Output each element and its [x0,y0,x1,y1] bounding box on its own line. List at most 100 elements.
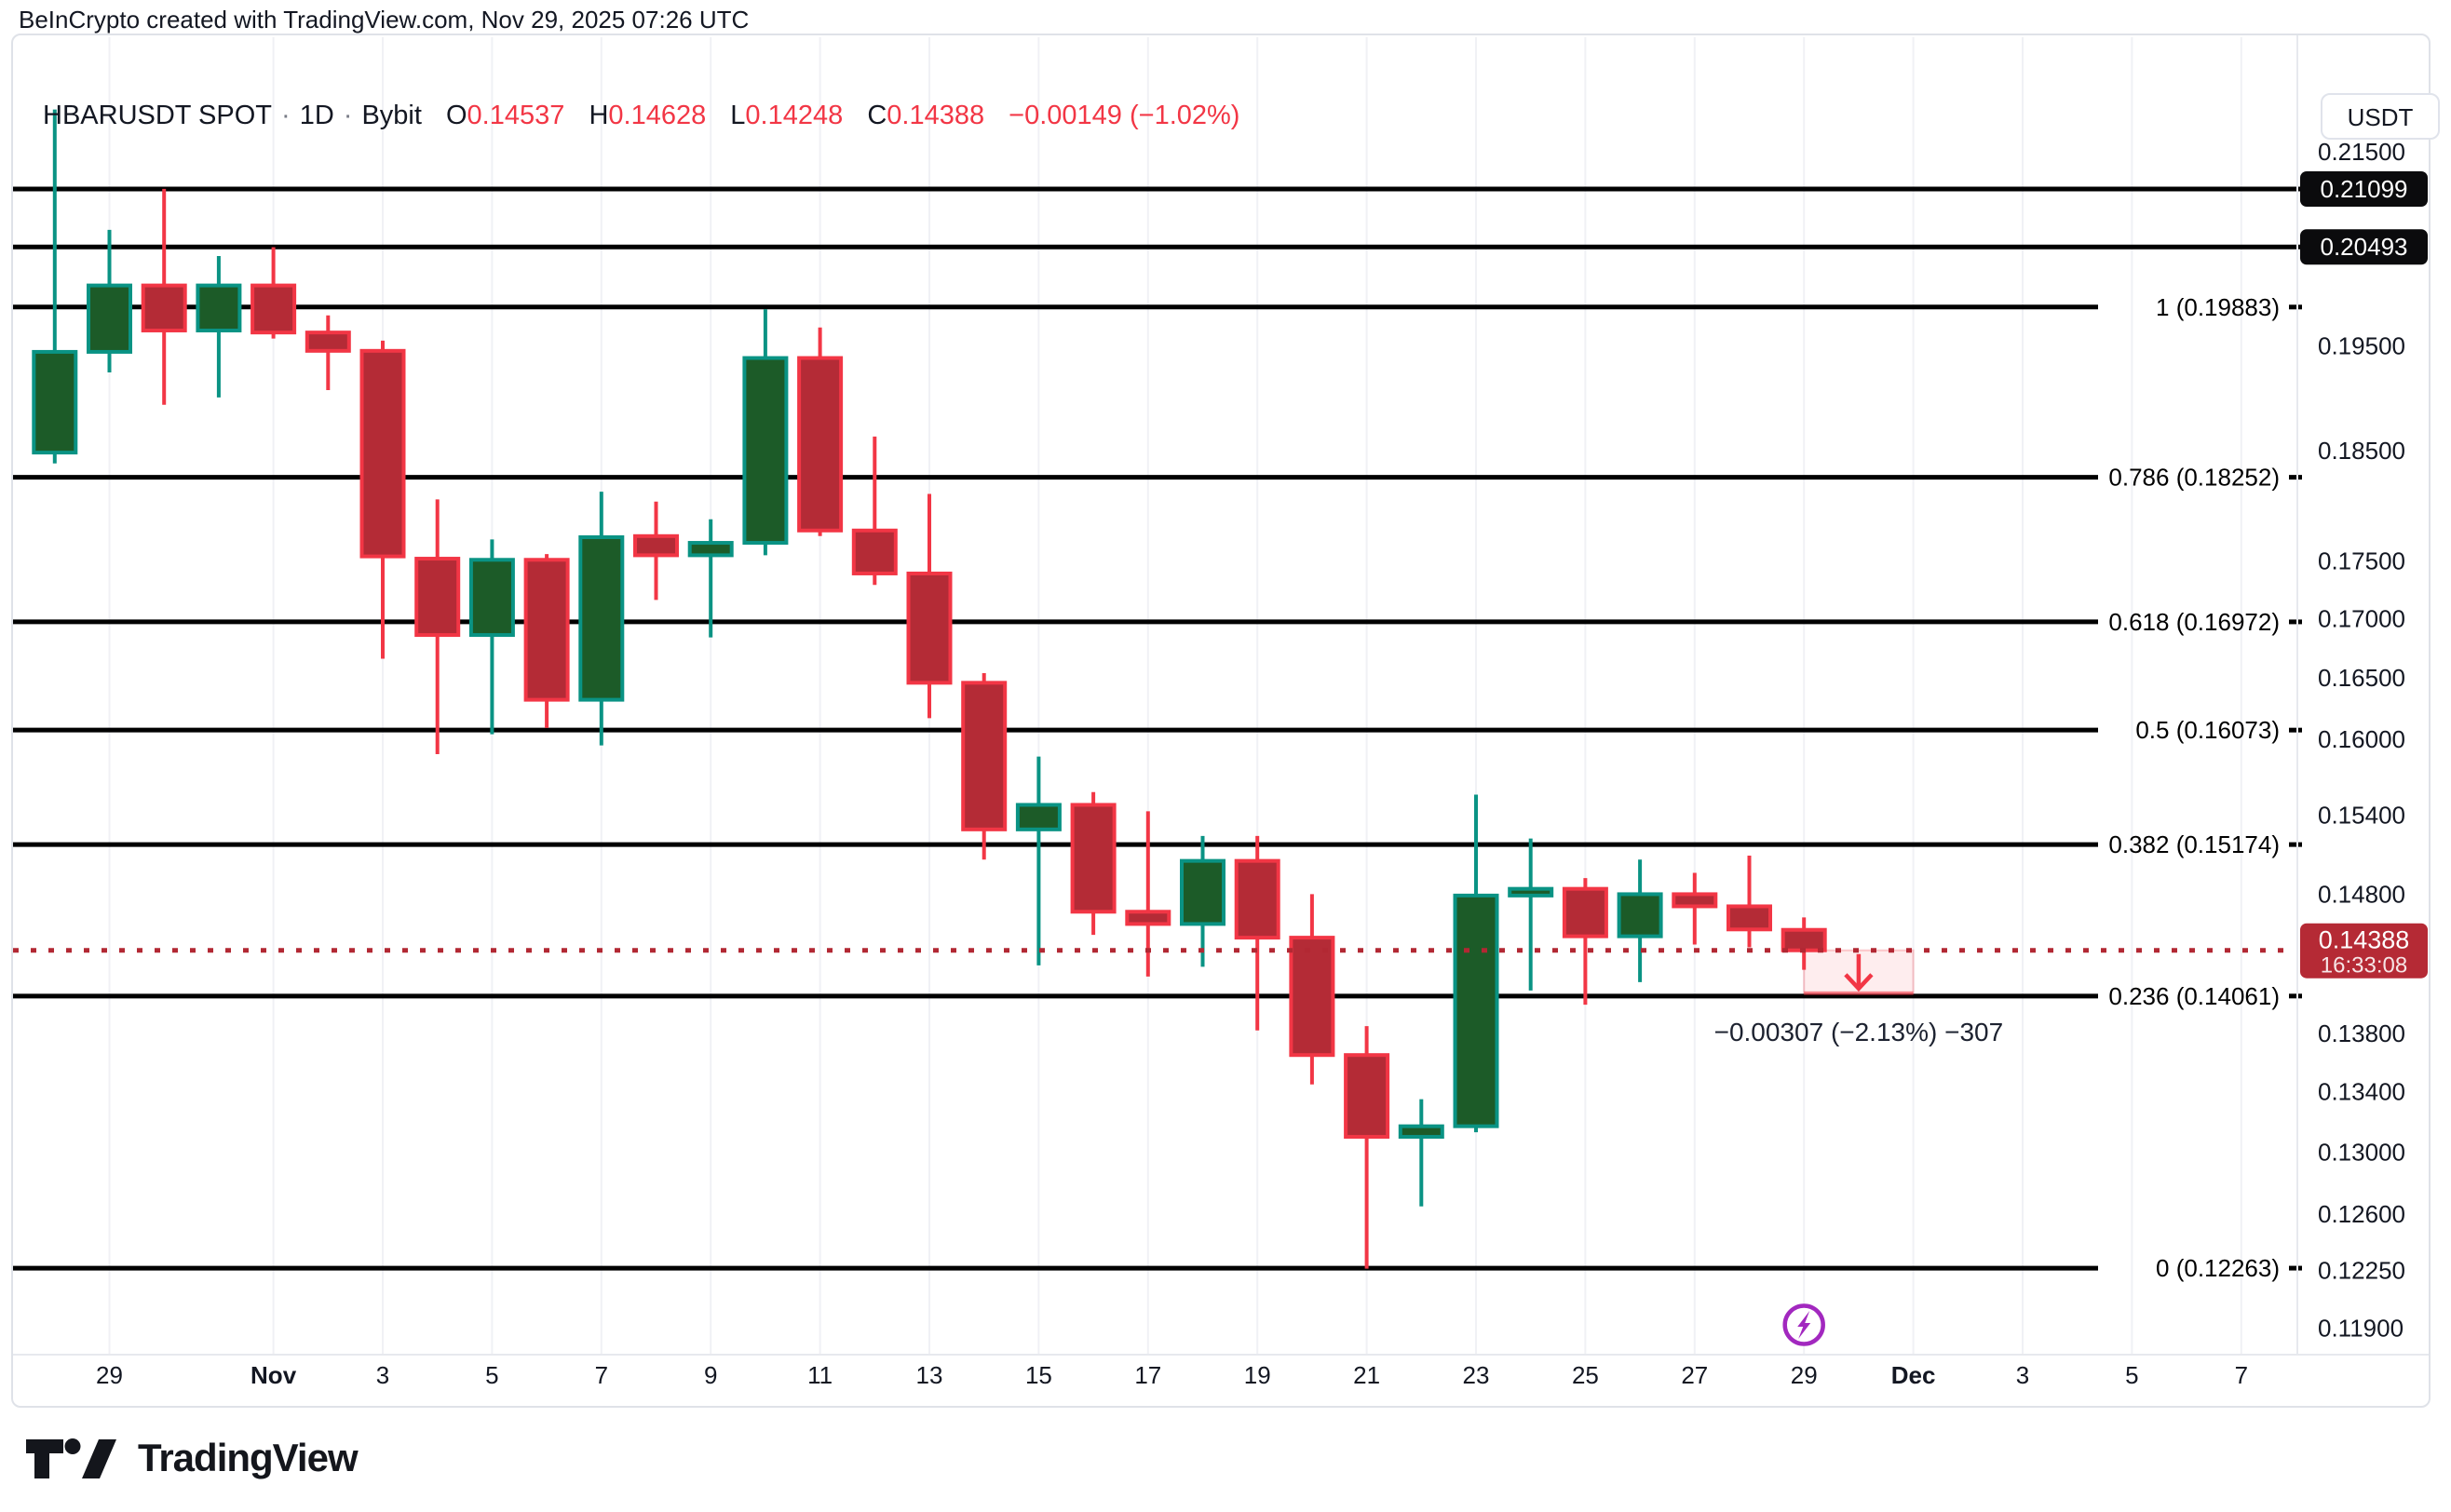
price-axis-label[interactable]: 0.12600 [2318,1200,2405,1228]
date-axis-label[interactable]: 3 [376,1361,389,1389]
candle-body [851,528,898,575]
candle-body [1508,886,1554,898]
candle[interactable] [1617,859,1663,982]
price-axis-label[interactable]: 0.15400 [2318,802,2405,830]
date-axis-label[interactable]: 7 [595,1361,608,1389]
candle[interactable] [196,255,242,398]
tradingview-logo-icon [26,1438,116,1478]
price-axis-label[interactable]: 0.18500 [2318,437,2405,465]
candle[interactable] [906,493,953,719]
candle-body [1234,858,1280,940]
price-axis-label[interactable]: 0.13400 [2318,1078,2405,1106]
candle-body [251,283,297,335]
candle[interactable] [1727,855,1772,948]
quote-currency-button[interactable]: USDT [2321,93,2440,140]
candle[interactable] [1508,838,1554,991]
price-axis-label[interactable]: 0.14800 [2318,880,2405,908]
date-axis-label[interactable]: 3 [2016,1361,2029,1389]
candle[interactable] [578,492,625,746]
price-axis-label[interactable]: 0.13000 [2318,1138,2405,1166]
candle[interactable] [633,501,679,601]
candle[interactable] [305,315,351,390]
candle[interactable] [141,188,187,405]
candle[interactable] [1070,791,1117,936]
date-axis-label[interactable]: 25 [1572,1361,1599,1389]
candle[interactable] [1180,835,1226,967]
candle[interactable] [87,229,132,373]
date-axis-label[interactable]: 23 [1463,1361,1490,1389]
price-axis-label[interactable]: 0.11900 [2318,1314,2404,1342]
tradingview-logo[interactable]: TradingView [22,1432,359,1484]
date-axis-label[interactable]: Nov [251,1361,297,1389]
candle[interactable] [32,109,78,464]
price-axis-label[interactable]: 0.17500 [2318,547,2405,574]
date-axis-label[interactable]: 21 [1353,1361,1380,1389]
candle-body [961,681,1008,831]
candle[interactable] [523,554,570,728]
current-price-label-text: 0.14388 [2319,926,2410,954]
projection-arrow-head [1844,973,1874,992]
candle[interactable] [1453,794,1499,1133]
fib-label: 0.5 (0.16073) [2135,716,2280,744]
candle[interactable] [251,247,297,339]
candle[interactable] [359,340,406,659]
candle-body [359,348,406,559]
candle[interactable] [468,539,515,735]
candle-body [1453,893,1499,1128]
candle-body [1672,892,1718,909]
candle[interactable] [797,327,844,536]
candle-body [1015,803,1062,831]
candle[interactable] [961,672,1008,860]
lightning-bolt-glyph [1797,1311,1811,1339]
price-axis-label[interactable]: 0.19500 [2318,331,2405,359]
current-price-label [2300,923,2428,979]
candle-body [742,356,789,546]
tradingview-wordmark: TradingView [138,1436,359,1479]
candle[interactable] [851,436,898,586]
candle-body [578,535,625,702]
date-axis-label[interactable]: 17 [1134,1361,1161,1389]
candle-body [1344,1053,1390,1140]
candle-body [141,283,187,332]
fib-label: 0.236 (0.14061) [2108,982,2280,1010]
date-axis-label[interactable]: Dec [1891,1361,1936,1389]
symbol-title: HBARUSDT SPOT [43,101,273,130]
date-axis-label[interactable]: 7 [2235,1361,2248,1389]
date-axis-label[interactable]: 15 [1025,1361,1052,1389]
candle[interactable] [1672,872,1718,945]
candle[interactable] [1234,835,1280,1031]
fib-label: 0 (0.12263) [2156,1254,2280,1282]
date-axis-label[interactable]: 11 [807,1361,833,1389]
candle-body [687,541,734,558]
date-axis-label[interactable]: 29 [96,1361,123,1389]
date-axis-label[interactable]: 19 [1244,1361,1271,1389]
chart-legend[interactable]: HBARUSDT SPOT · 1D · Bybit O0.14537 H0.14628… [43,101,1239,131]
candle[interactable] [1289,894,1335,1085]
date-axis-label[interactable]: 9 [704,1361,717,1389]
date-axis-label[interactable]: 5 [2125,1361,2138,1389]
date-axis-label[interactable]: 27 [1681,1361,1708,1389]
candle-body [1562,886,1608,938]
candle[interactable] [687,519,734,638]
price-axis-label[interactable]: 0.21500 [2318,138,2405,166]
candle[interactable] [742,309,789,556]
price-axis-label[interactable]: 0.12250 [2318,1256,2405,1284]
price-axis-label[interactable]: 0.17000 [2318,604,2405,632]
price-axis-label[interactable]: 0.16000 [2318,725,2405,753]
candle[interactable] [1344,1026,1390,1269]
date-axis-label[interactable]: 29 [1791,1361,1818,1389]
candle[interactable] [1015,756,1062,965]
candle[interactable] [1562,878,1608,1006]
price-axis-label[interactable]: 0.16500 [2318,664,2405,692]
price-axis-label[interactable]: 0.13800 [2318,1019,2405,1047]
lightning-event-icon[interactable] [1782,1303,1825,1346]
candle[interactable] [414,499,461,754]
date-axis-label[interactable]: 5 [485,1361,498,1389]
attribution-note: BeInCrypto created with TradingView.com,… [19,6,750,34]
separator-dot: · [281,101,291,130]
date-axis-label[interactable]: 13 [916,1361,943,1389]
candle[interactable] [1398,1099,1444,1207]
current-price-countdown: 16:33:08 [2321,953,2407,979]
candle-body [633,533,679,558]
